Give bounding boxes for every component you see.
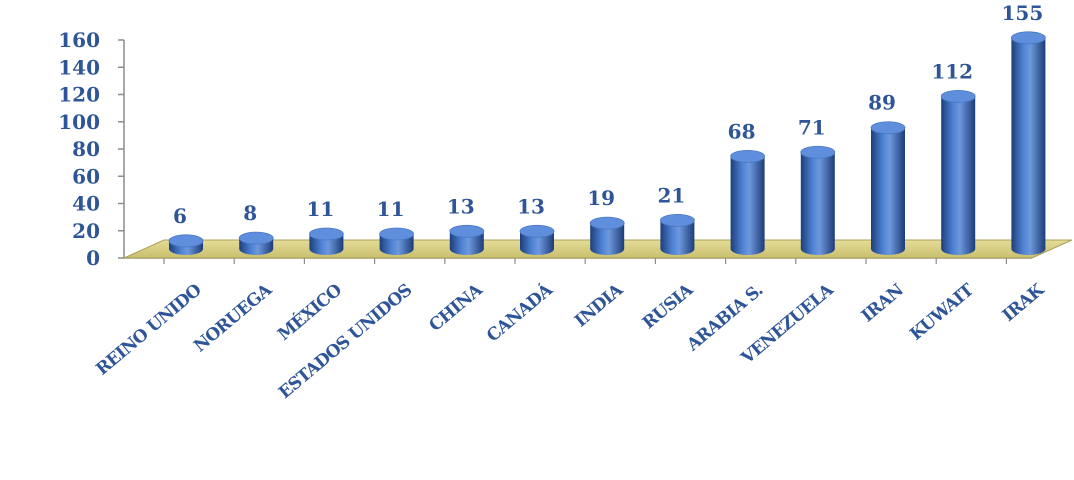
data-label: 68 — [728, 119, 756, 143]
y-tick-label: 140 — [58, 55, 100, 79]
bar-cap — [519, 224, 555, 238]
y-tick-label: 120 — [58, 83, 100, 107]
bar — [379, 227, 415, 255]
data-label: 155 — [1002, 1, 1044, 25]
y-tick-label: 160 — [58, 28, 100, 52]
data-label: 21 — [657, 183, 685, 207]
bar-body — [730, 156, 765, 255]
x-tick-label: IRAK — [999, 279, 1049, 326]
bar-cap — [730, 149, 765, 163]
data-label: 112 — [931, 59, 973, 83]
bar-cap — [1011, 31, 1046, 45]
data-label: 89 — [868, 91, 896, 115]
bar-body — [941, 96, 976, 256]
x-tick-label: ESTADOS UNIDOS — [275, 280, 416, 403]
x-tick-label: INDIA — [571, 279, 628, 331]
bar-cap — [940, 90, 976, 103]
bar — [1011, 31, 1046, 255]
x-tick-label: CANADÁ — [483, 279, 558, 347]
bar — [168, 234, 204, 255]
bar — [589, 216, 625, 255]
bar — [870, 121, 906, 255]
bar-cap — [589, 216, 625, 230]
bar — [308, 227, 344, 255]
bar-body — [871, 127, 905, 255]
y-tick-label: 80 — [72, 137, 100, 161]
bar-body — [449, 231, 484, 255]
y-tick-label: 100 — [58, 110, 100, 134]
bar — [238, 231, 274, 255]
x-tick-label: REINO UNIDO — [92, 280, 205, 380]
bar — [800, 145, 836, 255]
bar-cap — [800, 145, 836, 159]
bar-body — [800, 152, 835, 255]
y-tick-label: 0 — [86, 246, 100, 270]
data-label: 11 — [306, 197, 334, 221]
bar-body — [1011, 37, 1046, 255]
bar-cap — [308, 227, 344, 241]
y-tick-label: 40 — [72, 192, 100, 216]
data-label: 6 — [173, 204, 187, 228]
bar — [940, 90, 976, 256]
x-tick-label: NORUEGA — [190, 279, 276, 356]
x-tick-label: IRAN — [858, 280, 908, 326]
y-tick-label: 20 — [72, 219, 100, 243]
bar-cap — [238, 231, 274, 245]
x-tick-label: MÉXICO — [274, 279, 347, 345]
x-tick-label: CHINA — [425, 279, 487, 335]
bar-cap — [168, 234, 204, 248]
x-tick-label: RUSIA — [639, 279, 698, 333]
data-label: 19 — [587, 186, 615, 210]
y-tick-label: 60 — [72, 164, 100, 188]
bar-cap — [449, 224, 485, 238]
bar-cap — [660, 213, 695, 227]
data-label: 8 — [243, 201, 257, 225]
bar-cap — [379, 227, 415, 241]
x-tick-label: KUWAIT — [906, 280, 978, 345]
bar-body — [520, 231, 554, 255]
bar-body — [660, 220, 695, 255]
bar — [449, 224, 485, 255]
data-label: 13 — [517, 194, 545, 218]
bar-cap — [870, 121, 906, 135]
label-layer: 6 REINO UNIDO 8 NORUEGA 11 MÉXICO 11 ESTADOS UN… — [92, 1, 1049, 403]
bar — [660, 213, 695, 255]
bar-body — [590, 223, 625, 255]
bar — [519, 224, 555, 255]
data-label: 13 — [447, 194, 475, 218]
data-label: 71 — [798, 115, 826, 139]
bar — [730, 149, 765, 255]
data-label: 11 — [377, 197, 405, 221]
bar-layer — [168, 31, 1046, 256]
